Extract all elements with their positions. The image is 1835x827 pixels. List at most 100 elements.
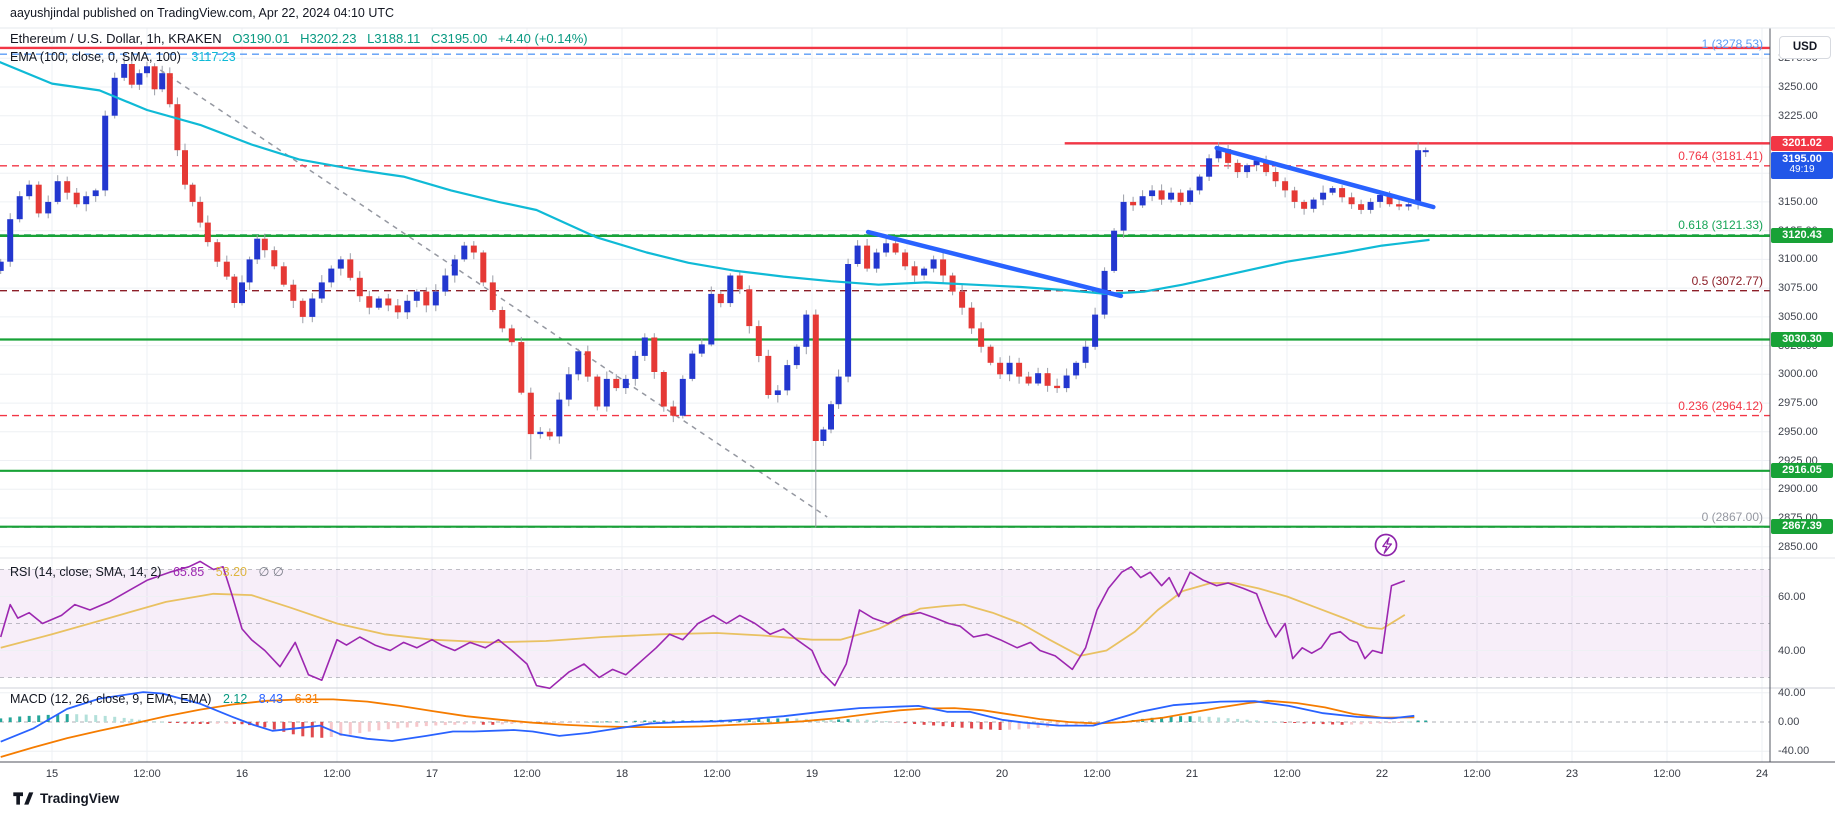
macd-histogram-bar <box>415 722 419 727</box>
macd-histogram-bar <box>960 722 964 728</box>
macd-hist-value: 2.12 <box>222 692 248 706</box>
candle-body <box>174 104 181 151</box>
candle-body <box>385 298 392 306</box>
candle-body <box>883 243 890 253</box>
candle-body <box>508 328 515 343</box>
macd-histogram-bar <box>424 722 428 727</box>
macd-histogram-bar <box>1350 722 1354 725</box>
macd-histogram-bar <box>671 720 675 722</box>
candle-body <box>246 259 253 283</box>
macd-histogram-bar <box>1274 721 1278 723</box>
candle-body <box>1063 375 1070 389</box>
candle-body <box>7 219 14 262</box>
candle-body <box>1082 346 1089 363</box>
ohlc-change: +4.40 (+0.14%) <box>497 31 588 46</box>
candle-body <box>873 252 880 269</box>
time-axis-hour-label: 12:00 <box>893 768 921 780</box>
candle-body <box>309 298 316 317</box>
drawn-trendline-1[interactable] <box>865 229 1124 299</box>
macd-histogram-bar <box>215 722 219 724</box>
candle-body <box>1054 385 1061 389</box>
macd-legend[interactable]: MACD (12, 26, close, 9, EMA, EMA) 2.12 8… <box>10 692 319 706</box>
time-axis-day-label: 15 <box>45 768 59 780</box>
macd-axis-label: 0.00 <box>1778 716 1800 728</box>
drawn-trendline-2[interactable] <box>1214 145 1436 210</box>
candle-body <box>1396 204 1403 207</box>
candle-body <box>1234 162 1241 173</box>
candle-body <box>214 242 221 262</box>
macd-histogram-bar <box>206 722 210 724</box>
macd-histogram-bar <box>1150 717 1154 722</box>
candle-body <box>527 392 534 435</box>
macd-histogram-bar <box>586 721 590 723</box>
price-axis-label: 3000.00 <box>1778 368 1818 381</box>
candle-body <box>394 305 401 313</box>
candle-body <box>940 259 947 276</box>
ohlc-open: O3190.01 <box>232 31 290 46</box>
macd-line <box>0 691 1415 743</box>
macd-line-value: 8.43 <box>258 692 284 706</box>
candle-body <box>1377 195 1384 202</box>
macd-histogram-bar <box>240 722 244 725</box>
candle-body <box>698 344 705 354</box>
tradingview-branding[interactable]: TradingView <box>12 790 119 807</box>
candle-body <box>708 293 715 345</box>
macd-histogram-bar <box>738 719 742 722</box>
candle-body <box>1225 149 1232 163</box>
candle-body <box>921 268 928 276</box>
macd-histogram-bar <box>84 714 88 722</box>
candle-body <box>1177 192 1184 202</box>
macd-histogram-bar <box>643 720 647 722</box>
macd-histogram-bar <box>989 722 993 730</box>
candle-body <box>35 184 42 214</box>
macd-histogram-bar <box>1207 716 1211 722</box>
ohlc-high: H3202.23 <box>300 31 357 46</box>
rsi-legend[interactable]: RSI (14, close, SMA, 14, 2) 65.85 53.20 … <box>10 564 284 579</box>
macd-histogram-bar <box>941 722 945 727</box>
macd-histogram-bar <box>1245 719 1249 722</box>
candle-body <box>45 201 52 214</box>
candle-body <box>423 291 430 306</box>
macd-histogram-bar <box>377 722 381 731</box>
macd-histogram-bar <box>160 721 164 723</box>
support-price-badge: 3120.43 <box>1771 228 1833 244</box>
rsi-axis-label: 60.00 <box>1778 590 1806 603</box>
macd-histogram-bar <box>103 715 107 722</box>
chart-legend[interactable]: Ethereum / U.S. Dollar, 1h, KRAKEN O3190… <box>10 31 588 46</box>
candle-body <box>864 245 871 269</box>
macd-histogram-bar <box>434 722 438 726</box>
ema-legend[interactable]: EMA (100, close, 0, SMA, 100) 3117.23 <box>10 50 236 64</box>
macd-histogram-bar <box>979 722 983 730</box>
lightning-icon[interactable] <box>1374 533 1398 557</box>
fib-level-label-0.5: 0.5 (3072.77) <box>1691 273 1763 288</box>
macd-histogram-bar <box>396 722 400 729</box>
candle-body <box>670 406 677 416</box>
macd-histogram-bar <box>282 722 286 732</box>
candle-body <box>556 399 563 437</box>
candle-body <box>1035 373 1042 384</box>
candle-body <box>356 277 363 297</box>
fib-level-label-0.618: 0.618 (3121.33) <box>1678 217 1763 232</box>
last-price-badge: 3195.00 49:19 <box>1771 151 1833 179</box>
currency-toggle-button[interactable]: USD <box>1779 36 1831 59</box>
candle-body <box>136 73 143 85</box>
price-axis-label: 2850.00 <box>1778 540 1818 553</box>
candle-body <box>854 245 861 264</box>
candle-body <box>1120 201 1127 231</box>
candle-body <box>0 261 4 271</box>
macd-histogram-bar <box>821 719 825 722</box>
candle-body <box>565 374 572 400</box>
support-price-badge: 3030.30 <box>1771 332 1833 347</box>
candle-body <box>347 259 354 278</box>
macd-histogram-bar <box>1036 722 1040 728</box>
candle-body <box>518 342 525 393</box>
macd-histogram-bar <box>481 722 485 725</box>
candle-body <box>92 190 99 197</box>
candle-body <box>997 362 1004 375</box>
candle-body <box>1130 201 1137 206</box>
support-price-badge: 2867.39 <box>1771 519 1833 535</box>
candle-body <box>223 261 230 277</box>
time-axis-day-label: 17 <box>425 768 439 780</box>
candle-body <box>736 275 743 290</box>
